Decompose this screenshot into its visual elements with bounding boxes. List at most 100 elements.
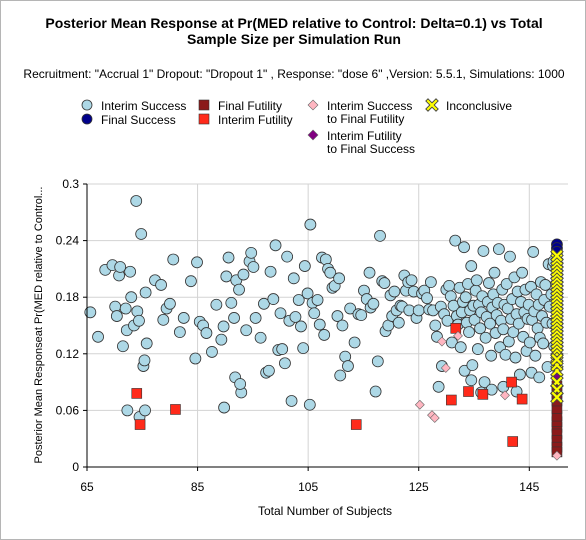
data-point	[218, 401, 231, 414]
series-inconclusive	[550, 248, 564, 405]
data-point	[429, 413, 440, 423]
data-point	[157, 313, 170, 326]
data-point	[429, 319, 442, 332]
data-point	[477, 245, 490, 257]
series-interim-success-to-final-futility	[414, 330, 562, 461]
data-point	[506, 376, 517, 388]
data-point	[507, 436, 519, 447]
data-point	[374, 229, 386, 242]
data-point	[367, 297, 380, 310]
data-point	[388, 285, 401, 298]
data-point	[264, 265, 277, 278]
data-point	[432, 380, 445, 393]
data-point	[405, 274, 418, 287]
data-point	[450, 323, 462, 334]
data-point	[421, 292, 433, 305]
data-point	[454, 341, 467, 354]
data-point	[177, 312, 190, 324]
data-point	[443, 279, 456, 292]
data-point	[463, 326, 475, 339]
y-axis-label: Posterior Mean Responseat Pr(MED relativ…	[33, 187, 45, 464]
x-tick-label: 65	[80, 480, 94, 494]
data-point	[348, 336, 361, 349]
data-point	[237, 268, 250, 281]
data-point	[303, 398, 316, 411]
data-point	[479, 331, 492, 344]
data-point	[119, 302, 132, 315]
data-point	[334, 369, 347, 382]
data-point	[336, 319, 349, 332]
legend-marker	[198, 99, 210, 111]
x-tick-label: 105	[298, 480, 318, 494]
legend-label: Interim Futility	[218, 113, 293, 127]
data-point	[504, 250, 516, 263]
legend-label: Inconclusive	[446, 99, 512, 113]
data-point	[170, 404, 181, 415]
legend-marker	[425, 98, 439, 112]
legend-label: Interim Futility to Final Success	[327, 129, 415, 156]
data-point	[477, 389, 489, 400]
data-point	[287, 272, 300, 285]
data-point	[350, 419, 362, 430]
data-point	[497, 323, 510, 336]
data-point	[249, 312, 262, 324]
data-points	[84, 195, 564, 461]
y-tick-label: 0.3	[62, 177, 79, 191]
marker-stroke	[551, 353, 563, 366]
data-point	[516, 393, 528, 405]
data-point	[500, 390, 510, 401]
legend-label-line: Interim Futility	[327, 129, 402, 143]
legend-marker	[81, 99, 93, 111]
data-point	[164, 297, 176, 310]
data-point	[470, 274, 483, 287]
data-point	[552, 450, 562, 461]
legend-label: Final Futility	[218, 99, 282, 113]
data-point	[371, 355, 384, 368]
data-point	[200, 327, 213, 339]
data-point	[140, 337, 153, 350]
axes: 65 85 105 125 145 0 0.06 0.12 0.18 0.24 0.3	[56, 177, 568, 494]
data-point	[550, 390, 564, 405]
y-tick-label: 0.06	[56, 403, 80, 417]
legend-marker	[307, 99, 319, 111]
grid	[86, 183, 568, 468]
legend-item-final-success: Final Success	[81, 113, 176, 127]
data-point	[233, 283, 245, 296]
data-point	[414, 399, 425, 410]
data-point	[267, 293, 280, 305]
x-axis-label: Total Number of Subjects	[258, 504, 392, 518]
data-point	[295, 320, 307, 333]
data-point	[173, 326, 186, 339]
data-point	[458, 241, 470, 254]
data-point	[533, 371, 546, 384]
data-point	[110, 310, 123, 322]
x-tick-label: 125	[409, 480, 429, 494]
data-point	[258, 297, 270, 310]
data-point	[217, 320, 230, 333]
data-point	[492, 243, 505, 255]
data-point	[133, 314, 145, 327]
data-point	[130, 195, 143, 207]
data-point	[465, 260, 478, 272]
data-point	[134, 419, 146, 430]
data-point	[222, 251, 235, 264]
legend-label: Final Success	[101, 113, 176, 127]
series-interim-futility	[131, 323, 528, 447]
data-point	[311, 294, 324, 306]
data-point	[304, 218, 317, 231]
legend-label: Interim Success to Final Futility	[327, 99, 412, 126]
data-point	[220, 270, 233, 283]
legend-marker	[198, 113, 210, 125]
data-point	[269, 239, 282, 252]
data-point	[135, 228, 148, 240]
data-point	[331, 310, 344, 322]
data-point	[459, 291, 472, 304]
data-point	[488, 266, 501, 279]
data-point	[185, 275, 197, 288]
data-point	[449, 234, 462, 247]
data-point	[297, 342, 310, 355]
data-point	[468, 313, 481, 326]
data-point	[500, 278, 513, 290]
data-point	[124, 265, 137, 278]
data-point	[466, 359, 479, 372]
